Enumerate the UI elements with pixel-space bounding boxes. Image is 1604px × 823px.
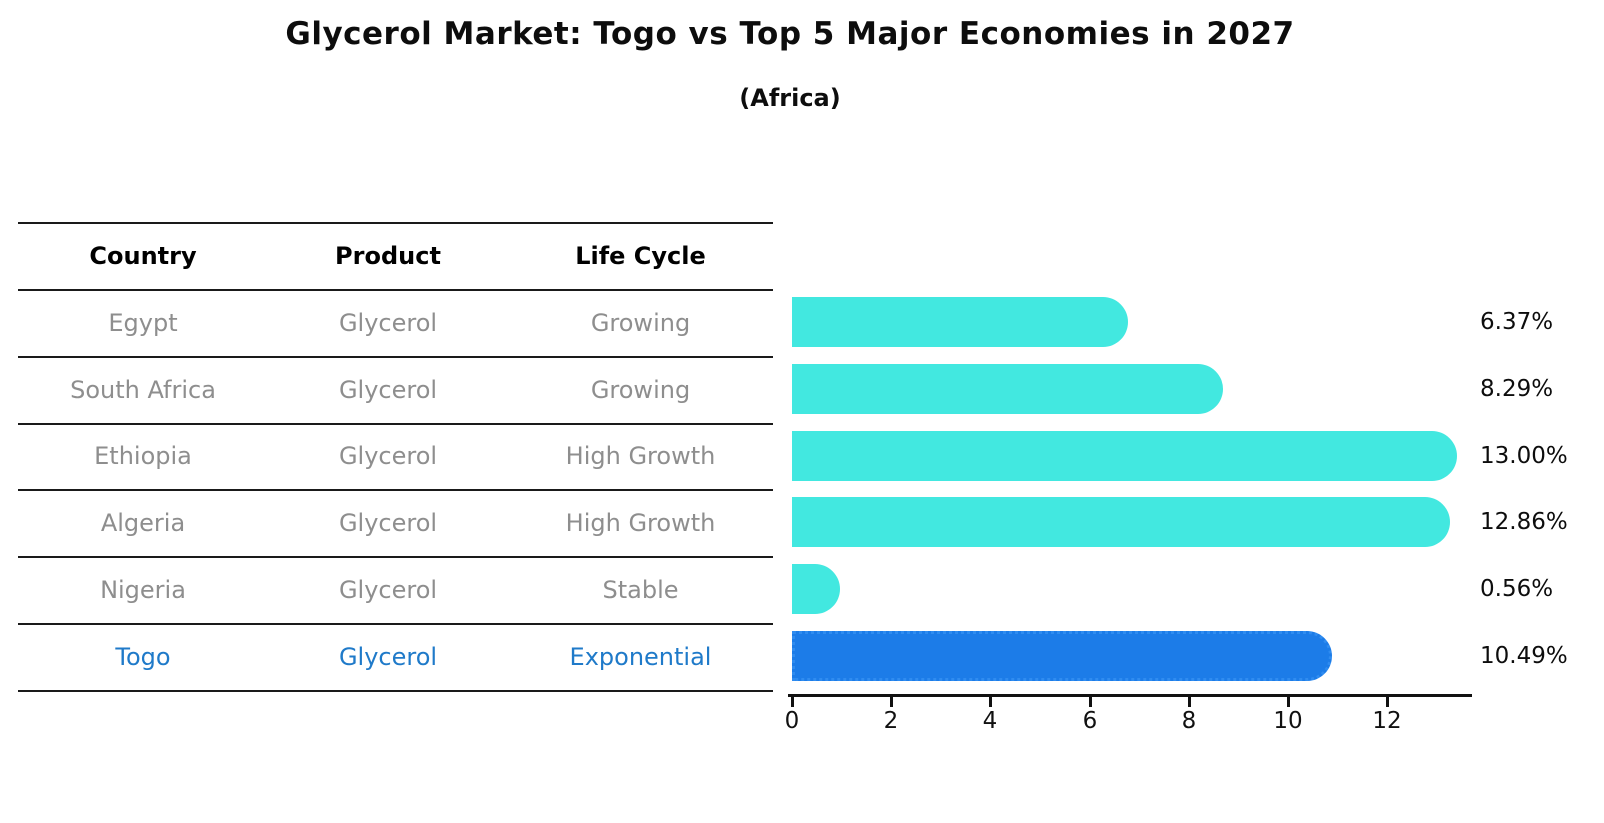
- x-tick: [989, 697, 992, 707]
- table-divider: [18, 289, 773, 291]
- table-divider: [18, 623, 773, 625]
- cell-product: Glycerol: [338, 375, 438, 404]
- cell-country: Ethiopia: [94, 442, 192, 470]
- table-divider: [18, 690, 773, 692]
- x-tick-label: 0: [784, 708, 800, 734]
- column-header-country: Country: [89, 241, 197, 270]
- bar-algeria: [792, 497, 1450, 547]
- x-tick-label: 2: [883, 708, 899, 734]
- cell-country: South Africa: [70, 375, 216, 404]
- cell-life-cycle: Growing: [590, 308, 691, 337]
- column-header-product: Product: [335, 241, 441, 270]
- value-label-algeria: 12.86%: [1480, 509, 1568, 535]
- x-tick-label: 4: [982, 708, 998, 734]
- x-tick: [890, 697, 893, 707]
- cell-product: Glycerol: [338, 575, 438, 604]
- cell-life-cycle: Exponential: [569, 642, 712, 671]
- value-label-nigeria: 0.56%: [1480, 576, 1554, 602]
- value-label-togo: 10.49%: [1480, 643, 1568, 669]
- table-header-row: Country Product Life Cycle: [18, 222, 773, 289]
- value-label-egypt: 6.37%: [1480, 309, 1554, 335]
- table-divider: [18, 222, 773, 224]
- x-tick: [1089, 697, 1092, 707]
- cell-product: Glycerol: [338, 308, 438, 337]
- bar-egypt: [792, 297, 1128, 347]
- cell-product: Glycerol: [338, 642, 438, 671]
- value-label-south-africa: 8.29%: [1480, 376, 1554, 402]
- table-divider: [18, 556, 773, 558]
- bar-togo: [792, 631, 1332, 681]
- column-header-life-cycle: Life Cycle: [575, 241, 706, 270]
- x-tick-label: 10: [1273, 708, 1303, 734]
- x-tick: [791, 697, 794, 707]
- table-row-togo: Togo Glycerol Exponential: [18, 623, 773, 690]
- bar-nigeria: [792, 564, 840, 614]
- bar-south-africa: [792, 364, 1223, 414]
- table-row-algeria: Algeria Glycerol High Growth: [18, 489, 773, 556]
- table-divider: [18, 423, 773, 425]
- cell-country: Egypt: [108, 308, 178, 337]
- x-tick-label: 8: [1181, 708, 1197, 734]
- cell-country: Nigeria: [100, 575, 186, 604]
- chart-subtitle: (Africa): [739, 84, 841, 112]
- cell-country: Algeria: [100, 508, 186, 537]
- table-divider: [18, 489, 773, 491]
- x-tick-label: 6: [1082, 708, 1098, 734]
- chart-title: Glycerol Market: Togo vs Top 5 Major Eco…: [285, 16, 1295, 52]
- table-row-nigeria: Nigeria Glycerol Stable: [18, 556, 773, 623]
- table-divider: [18, 356, 773, 358]
- bar-ethiopia: [792, 431, 1457, 481]
- cell-life-cycle: High Growth: [565, 508, 716, 537]
- x-tick: [1287, 697, 1290, 707]
- cell-life-cycle: High Growth: [565, 442, 716, 470]
- cell-product: Glycerol: [338, 508, 438, 537]
- x-tick: [1188, 697, 1191, 707]
- table-row-south-africa: South Africa Glycerol Growing: [18, 356, 773, 423]
- x-tick-label: 12: [1372, 708, 1402, 734]
- table-row-ethiopia: Ethiopia Glycerol High Growth: [18, 423, 773, 489]
- x-tick: [1386, 697, 1389, 707]
- cell-product: Glycerol: [338, 442, 438, 470]
- table-row-egypt: Egypt Glycerol Growing: [18, 289, 773, 356]
- cell-life-cycle: Growing: [590, 375, 691, 404]
- value-label-ethiopia: 13.00%: [1480, 443, 1568, 469]
- cell-life-cycle: Stable: [602, 575, 679, 604]
- x-axis-line: [788, 694, 1472, 697]
- cell-country: Togo: [115, 642, 171, 671]
